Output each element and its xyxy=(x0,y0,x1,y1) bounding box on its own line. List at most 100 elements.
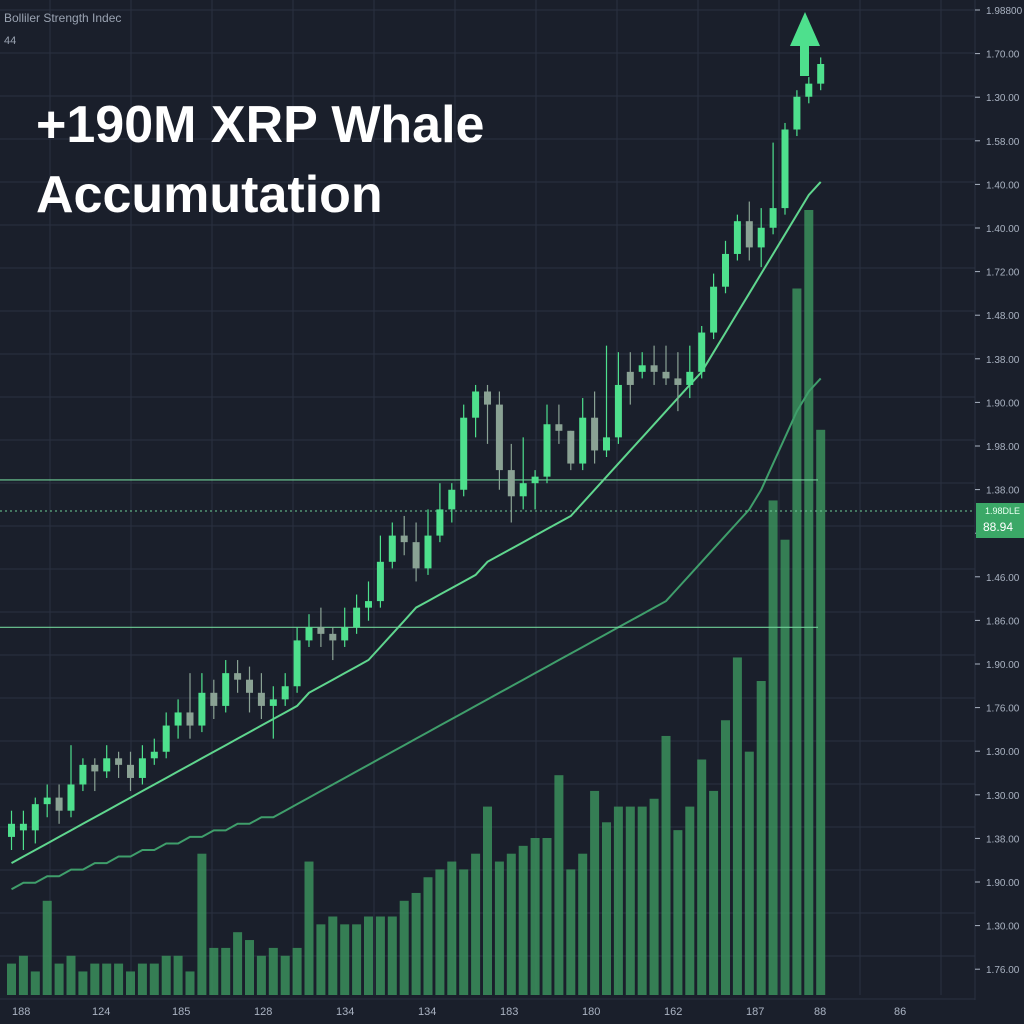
candle-body xyxy=(686,371,694,385)
time-tick-label: 86 xyxy=(894,1006,906,1018)
price-tick-label: 1.38.00 xyxy=(986,355,1020,366)
volume-bar xyxy=(673,830,683,995)
price-tick-label: 1.58.00 xyxy=(986,137,1020,148)
volume-bar xyxy=(42,900,52,995)
time-tick-label: 124 xyxy=(92,1006,110,1018)
volume-bar xyxy=(7,963,16,995)
up-arrow-icon xyxy=(790,12,820,76)
candle-body xyxy=(436,509,444,536)
candle-body xyxy=(210,692,218,706)
time-tick-label: 185 xyxy=(172,1006,190,1018)
candle-body xyxy=(150,751,158,759)
volume-bar xyxy=(566,869,576,995)
candle-body xyxy=(710,286,718,333)
price-tick-label: 1.38.00 xyxy=(986,834,1020,845)
volume-bar xyxy=(316,924,326,995)
candle-body xyxy=(234,673,242,680)
price-tick-label: 1.98.00 xyxy=(986,442,1020,453)
candle-body xyxy=(781,129,789,209)
volume-bar xyxy=(518,845,528,995)
candle-body xyxy=(19,823,27,831)
candle-body xyxy=(8,823,15,837)
candle-body xyxy=(579,417,587,464)
ma-slow-line xyxy=(11,377,822,891)
time-tick-label: 183 xyxy=(500,1006,518,1018)
volume-bar xyxy=(280,955,290,995)
candle-body xyxy=(626,371,634,385)
price-tick-label: 1.40.00 xyxy=(986,224,1020,235)
time-axis: 188 124 185 128 134 134 183 180 162 187 88 86 xyxy=(12,1006,906,1018)
candle-body xyxy=(603,437,610,451)
candle-body xyxy=(353,607,361,628)
price-tick-label: 1.38.00 xyxy=(986,486,1020,497)
volume-bar xyxy=(90,963,100,995)
headline-line1: +190M XRP Whale xyxy=(36,96,485,154)
candle-body xyxy=(365,601,372,608)
volume-bar xyxy=(483,806,492,995)
time-tick-label: 188 xyxy=(12,1006,30,1018)
candle-body xyxy=(43,797,51,805)
candle-body xyxy=(91,764,99,772)
candle-body xyxy=(305,627,313,641)
candle-body xyxy=(733,221,741,254)
volume-bar xyxy=(530,838,540,995)
candle-body xyxy=(555,424,563,431)
volume-bar xyxy=(816,429,826,995)
price-tick-label: 1.30.00 xyxy=(986,93,1020,104)
volume-bar xyxy=(18,955,28,995)
price-tick-label: 1.90.00 xyxy=(986,660,1020,671)
volume-bar xyxy=(268,947,278,995)
volume-bar xyxy=(471,853,481,995)
volume-bar xyxy=(340,924,350,995)
candle-body xyxy=(817,64,825,84)
volume-bar xyxy=(685,806,695,995)
volume-bar xyxy=(756,681,766,995)
volume-bar xyxy=(578,853,588,995)
price-tick-label: 1.30.00 xyxy=(986,747,1020,758)
volume-bar xyxy=(245,940,254,995)
volume-bar xyxy=(494,861,504,995)
price-tick-label: 1.98800 xyxy=(986,6,1023,17)
candle-body xyxy=(376,561,384,602)
candle-body xyxy=(507,470,515,497)
volume-bar xyxy=(66,955,76,995)
candle-body xyxy=(460,417,468,490)
price-badge: 1.98DLE 88.94 xyxy=(976,503,1024,538)
candle-body xyxy=(293,640,301,687)
volume-bars xyxy=(7,210,826,995)
volume-bar xyxy=(137,963,147,995)
candlesticks xyxy=(8,57,825,850)
volume-bar xyxy=(149,963,159,995)
candle-body xyxy=(138,758,146,778)
price-tick-label: 1.46.00 xyxy=(986,573,1020,584)
candle-body xyxy=(472,391,480,418)
volume-bar xyxy=(411,892,421,995)
volume-bar xyxy=(780,539,790,995)
volume-bar xyxy=(78,971,88,995)
volume-bar xyxy=(364,916,373,995)
indicator-sub: 44 xyxy=(4,35,17,47)
candle-body xyxy=(31,804,39,831)
volume-bar xyxy=(233,932,243,995)
price-tick-label: 1.30.00 xyxy=(986,791,1020,802)
volume-bar xyxy=(185,971,195,995)
volume-bar xyxy=(709,790,719,995)
candle-body xyxy=(519,483,527,497)
volume-bar xyxy=(661,735,671,995)
candle-body xyxy=(757,227,765,248)
time-tick-label: 187 xyxy=(746,1006,764,1018)
volume-bar xyxy=(804,210,814,995)
volume-bar xyxy=(114,963,124,995)
price-tick-label: 1.48.00 xyxy=(986,311,1020,322)
volume-bar xyxy=(590,790,600,995)
price-tick-label: 1.86.00 xyxy=(986,616,1020,627)
candle-body xyxy=(638,365,646,372)
headline: +190M XRP Whale Accumutation xyxy=(36,90,484,230)
volume-bar xyxy=(173,955,183,995)
candle-body xyxy=(67,784,75,811)
price-tick-label: 1.76.00 xyxy=(986,965,1020,976)
candle-body xyxy=(698,332,706,372)
candle-body xyxy=(674,378,682,385)
candle-body xyxy=(484,391,491,405)
